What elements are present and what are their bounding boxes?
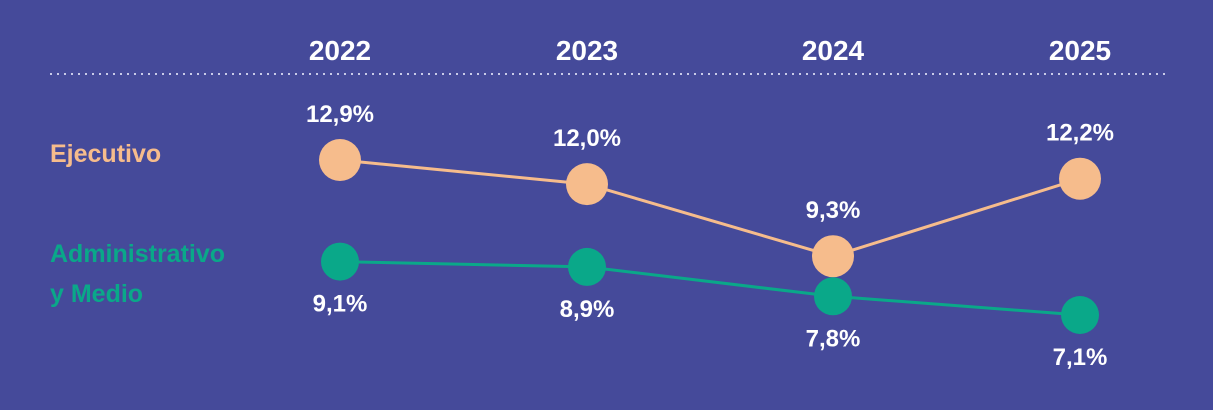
point-0-2022 — [319, 139, 361, 181]
data-label-1-2025: 7,1% — [1053, 344, 1108, 371]
series-points — [319, 139, 1101, 334]
point-1-2023 — [568, 247, 606, 286]
series-lines — [339, 158, 1081, 317]
point-0-2025 — [1059, 157, 1101, 200]
series-names: Ejecutivo Administrativo y Medio — [50, 140, 225, 308]
data-label-1-2022: 9,1% — [313, 291, 368, 318]
point-1-2022 — [321, 242, 359, 281]
series-name-administrativo-line-2: y Medio — [50, 280, 143, 308]
data-label-1-2023: 8,9% — [560, 296, 615, 323]
series-line-1 — [339, 260, 1081, 317]
point-1-2025 — [1061, 296, 1099, 334]
year-label-2022: 2022 — [309, 35, 371, 66]
year-headers: 2022 2023 2024 2025 — [309, 35, 1111, 66]
series-name-ejecutivo: Ejecutivo — [50, 140, 161, 168]
data-label-0-2022: 12,9% — [306, 101, 374, 128]
year-label-2023: 2023 — [556, 35, 618, 66]
year-label-2025: 2025 — [1049, 35, 1111, 66]
series-line-0 — [339, 158, 1081, 258]
series-name-administrativo-line-1: Administrativo — [50, 240, 225, 268]
data-label-0-2023: 12,0% — [553, 125, 621, 152]
data-label-1-2024: 7,8% — [806, 325, 861, 352]
year-label-2024: 2024 — [802, 35, 865, 66]
point-0-2023 — [566, 163, 608, 206]
point-0-2024 — [812, 235, 854, 278]
data-label-0-2025: 12,2% — [1046, 120, 1114, 147]
data-label-0-2024: 9,3% — [806, 197, 861, 224]
data-labels: 12,9% 12,0% 9,3% 12,2% 9,1% 8,9% 7,8% 7,1% — [306, 101, 1114, 371]
point-1-2024 — [814, 277, 852, 316]
